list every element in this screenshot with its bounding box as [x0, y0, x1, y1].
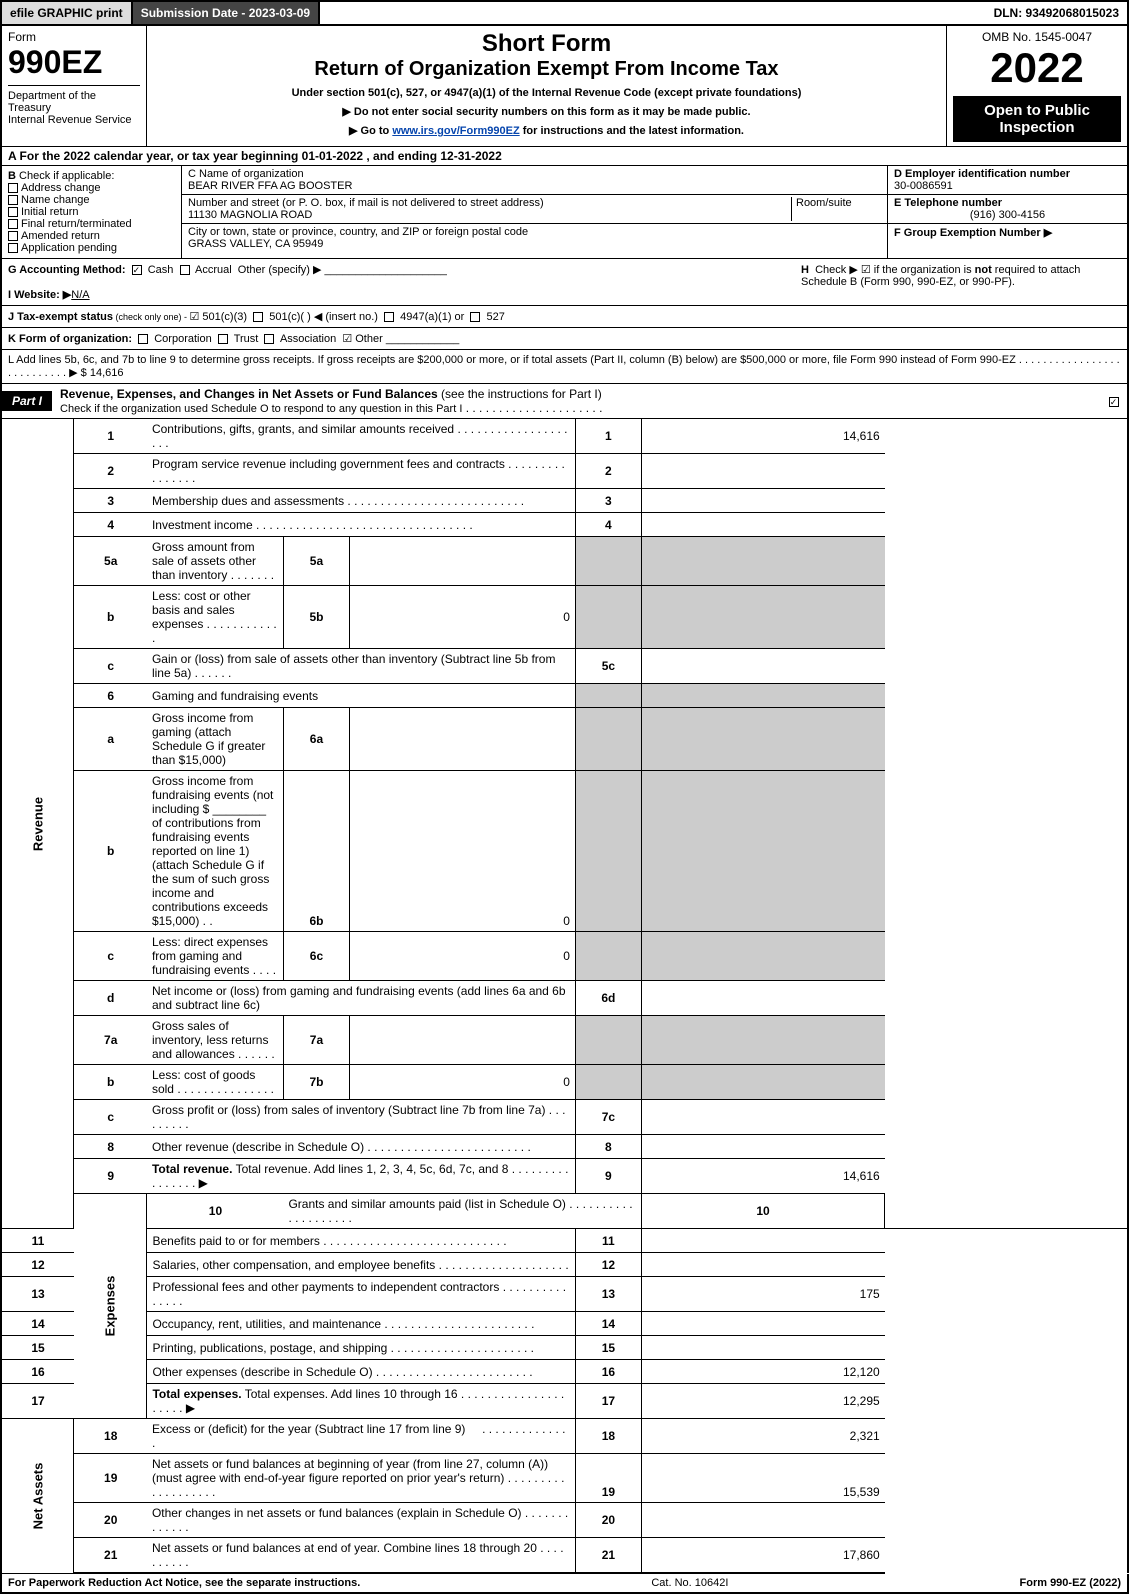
phone-value: (916) 300-4156	[894, 209, 1121, 221]
column-c: C Name of organization BEAR RIVER FFA AG…	[182, 166, 887, 258]
trust-checkbox[interactable]	[218, 334, 228, 344]
d-label: D Employer identification number	[894, 168, 1070, 180]
section-a: A For the 2022 calendar year, or tax yea…	[0, 147, 1129, 166]
e-label: E Telephone number	[894, 197, 1002, 209]
return-title: Return of Organization Exempt From Incom…	[153, 58, 940, 81]
form-word: Form	[8, 30, 140, 44]
tax-year: 2022	[953, 44, 1121, 92]
f-label: F Group Exemption Number ▶	[894, 227, 1052, 239]
part1-header: Part I Revenue, Expenses, and Changes in…	[0, 384, 1129, 419]
dln-label: DLN: 93492068015023	[986, 2, 1127, 24]
line13-amount: 175	[641, 1277, 884, 1312]
schedule-o-checkbox[interactable]	[1109, 397, 1119, 407]
501c-checkbox[interactable]	[253, 312, 263, 322]
efile-print-button[interactable]: efile GRAPHIC print	[2, 2, 133, 24]
app-pending-checkbox[interactable]	[8, 243, 18, 253]
line1-amount: 14,616	[641, 419, 884, 454]
section-bcdef: B Check if applicable: Address change Na…	[0, 166, 1129, 259]
corp-checkbox[interactable]	[138, 334, 148, 344]
gross-receipts-value: 14,616	[90, 367, 124, 379]
c-name-label: C Name of organization	[188, 168, 304, 180]
footer-cat: Cat. No. 10642I	[360, 1577, 1019, 1589]
row-gh: G Accounting Method: Cash Accrual Other …	[0, 259, 1129, 306]
form-number: 990EZ	[8, 44, 140, 81]
form-header: Form 990EZ Department of the Treasury In…	[0, 26, 1129, 147]
footer-left: For Paperwork Reduction Act Notice, see …	[8, 1577, 360, 1589]
527-checkbox[interactable]	[470, 312, 480, 322]
top-bar: efile GRAPHIC print Submission Date - 20…	[0, 0, 1129, 26]
column-b: B Check if applicable: Address change Na…	[2, 166, 182, 258]
expenses-tab: Expenses	[74, 1194, 147, 1419]
website-value: N/A	[71, 289, 89, 301]
dept-label: Department of the Treasury	[8, 90, 96, 114]
instruction-1: ▶ Do not enter social security numbers o…	[153, 105, 940, 118]
row-j: J Tax-exempt status (check only one) - ☑…	[0, 306, 1129, 328]
cash-checkbox[interactable]	[132, 265, 142, 275]
column-def: D Employer identification number 30-0086…	[887, 166, 1127, 258]
accrual-checkbox[interactable]	[180, 265, 190, 275]
part1-table: Revenue 1 Contributions, gifts, grants, …	[0, 419, 1129, 1574]
submission-date-badge: Submission Date - 2023-03-09	[133, 2, 320, 24]
name-change-checkbox[interactable]	[8, 195, 18, 205]
i-label: I Website: ▶	[8, 289, 71, 301]
line21-amount: 17,860	[641, 1538, 884, 1574]
omb-number: OMB No. 1545-0047	[953, 30, 1121, 44]
netassets-tab: Net Assets	[1, 1419, 74, 1574]
assoc-checkbox[interactable]	[264, 334, 274, 344]
line18-amount: 2,321	[641, 1419, 884, 1454]
c-city-label: City or town, state or province, country…	[188, 226, 528, 238]
org-city: GRASS VALLEY, CA 95949	[188, 238, 323, 250]
initial-return-checkbox[interactable]	[8, 207, 18, 217]
row-k: K Form of organization: Corporation Trus…	[0, 328, 1129, 350]
line19-amount: 15,539	[641, 1454, 884, 1503]
irs-label: Internal Revenue Service	[8, 114, 132, 126]
footer-right: Form 990-EZ (2022)	[1020, 1577, 1122, 1589]
line16-amount: 12,120	[641, 1360, 884, 1384]
part1-label: Part I	[2, 391, 52, 411]
ein-value: 30-0086591	[894, 180, 953, 192]
page-footer: For Paperwork Reduction Act Notice, see …	[0, 1574, 1129, 1594]
short-form-title: Short Form	[153, 30, 940, 58]
g-label: G Accounting Method:	[8, 264, 126, 276]
amended-checkbox[interactable]	[8, 231, 18, 241]
irs-link[interactable]: www.irs.gov/Form990EZ	[392, 125, 519, 137]
final-return-checkbox[interactable]	[8, 219, 18, 229]
line17-amount: 12,295	[641, 1384, 884, 1419]
org-name: BEAR RIVER FFA AG BOOSTER	[188, 180, 352, 192]
room-suite-label: Room/suite	[796, 197, 852, 209]
row-l: L Add lines 5b, 6c, and 7b to line 9 to …	[0, 350, 1129, 384]
open-public-badge: Open to Public Inspection	[953, 96, 1121, 142]
org-street: 11130 MAGNOLIA ROAD	[188, 209, 312, 221]
4947-checkbox[interactable]	[384, 312, 394, 322]
instruction-2: ▶ Go to www.irs.gov/Form990EZ for instru…	[153, 124, 940, 137]
address-change-checkbox[interactable]	[8, 183, 18, 193]
line9-amount: 14,616	[641, 1159, 884, 1194]
revenue-tab: Revenue	[1, 419, 74, 1229]
subtitle: Under section 501(c), 527, or 4947(a)(1)…	[153, 87, 940, 99]
c-street-label: Number and street (or P. O. box, if mail…	[188, 197, 544, 209]
